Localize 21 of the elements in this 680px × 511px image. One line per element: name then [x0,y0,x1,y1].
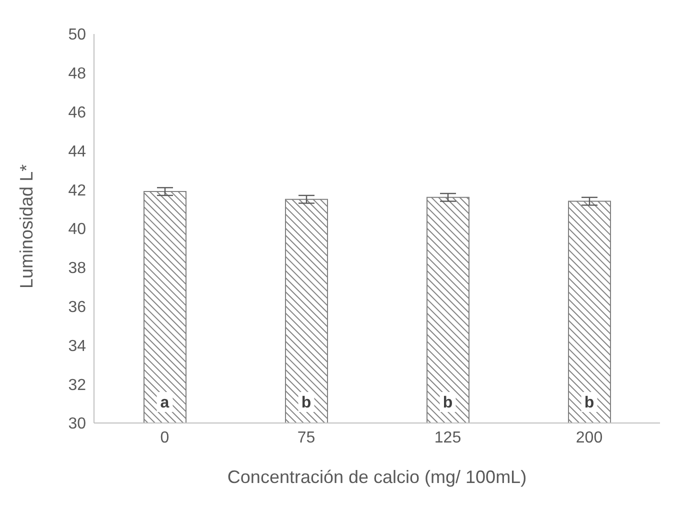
y-tick-label: 40 [68,221,86,238]
y-tick-label: 38 [68,260,86,278]
y-tick-label: 30 [68,416,86,433]
x-axis-title: Concentración de calcio (mg/ 100mL) [227,467,527,487]
x-tick-label: 0 [160,429,170,446]
y-tick-label: 42 [68,182,86,200]
annotation: a [160,394,170,412]
x-tick-label: 125 [434,429,462,446]
y-tick-label: 44 [68,143,86,160]
y-tick-label: 50 [68,26,86,44]
y-axis-title: Luminosidad L* [16,164,36,288]
annotation: b [584,394,594,412]
x-tick-label: 200 [576,429,603,446]
y-tick-label: 36 [68,298,86,316]
annotation: b [301,394,312,412]
y-tick-label: 46 [68,104,86,122]
x-tick-label: 75 [297,429,316,446]
y-tick-label: 34 [68,338,86,355]
annotation: b [442,394,453,412]
y-tick-label: 48 [68,66,86,83]
y-tick-label: 32 [68,376,86,394]
